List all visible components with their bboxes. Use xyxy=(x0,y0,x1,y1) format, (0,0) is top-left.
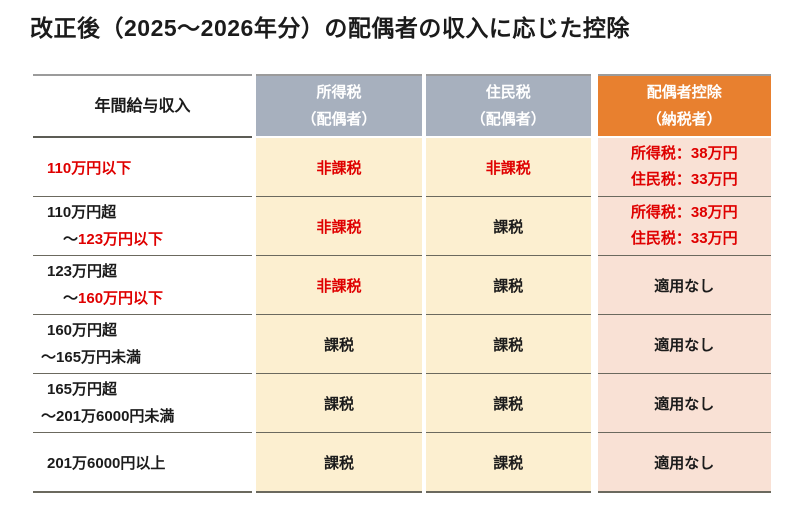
deduction-status: 適用なし xyxy=(654,336,715,354)
header-annual-income: 年間給与収入 xyxy=(33,75,254,138)
table-row: 165万円超 ～201万6000円未満 課税 課税 適用なし xyxy=(33,373,771,433)
table-row: 123万円超 ～160万円以下 非課税 課税 適用なし xyxy=(33,255,771,315)
table-row: 110万円超 ～123万円以下 非課税 課税 所得税：38万円 住民税：33万円 xyxy=(33,196,771,256)
deduction-cell: 所得税：38万円 住民税：33万円 xyxy=(590,137,771,197)
header-sublabel: （配偶者） xyxy=(301,111,377,128)
income-tax-status: 課税 xyxy=(323,336,354,354)
deduction-cell: 適用なし xyxy=(590,373,771,433)
income-range-line1: 160万円超 xyxy=(47,322,118,339)
income-range: 201万6000円以上 xyxy=(47,454,166,472)
income-range-cell: 201万6000円以上 xyxy=(33,432,254,492)
resident-tax-status: 課税 xyxy=(493,454,524,472)
resident-tax-status: 非課税 xyxy=(485,159,531,177)
income-range-line1: 110万円超 xyxy=(47,204,117,221)
income-tax-cell: 課税 xyxy=(252,432,424,492)
income-range-cell: 160万円超 ～165万円未満 xyxy=(33,314,254,374)
header-income-tax: 所得税 （配偶者） xyxy=(252,75,424,138)
income-tax-status: 課税 xyxy=(323,454,354,472)
tilde: ～ xyxy=(63,231,79,248)
tilde: ～ xyxy=(41,408,57,425)
header-resident-tax: 住民税 （配偶者） xyxy=(422,75,594,138)
income-range-upper: 165万円未満 xyxy=(56,349,142,366)
income-tax-cell: 課税 xyxy=(252,314,424,374)
resident-tax-status: 課税 xyxy=(493,395,524,413)
page-title: 改正後（2025～2026年分）の配偶者の収入に応じた控除 xyxy=(30,15,630,41)
income-tax-cell: 課税 xyxy=(252,373,424,433)
income-tax-cell: 非課税 xyxy=(252,196,424,256)
deduction-income-tax: 所得税：38万円 xyxy=(630,145,738,162)
income-range-cell: 110万円超 ～123万円以下 xyxy=(33,196,254,256)
deduction-cell: 所得税：38万円 住民税：33万円 xyxy=(590,196,771,256)
tilde: ～ xyxy=(41,349,57,366)
deduction-resident-tax: 住民税：33万円 xyxy=(630,230,738,247)
header-label: 年間給与収入 xyxy=(94,97,191,115)
deduction-status: 適用なし xyxy=(654,395,715,413)
income-range-upper: 201万6000円未満 xyxy=(56,408,175,425)
resident-tax-status: 課税 xyxy=(493,336,524,354)
income-tax-status: 課税 xyxy=(323,395,354,413)
deduction-income-tax: 所得税：38万円 xyxy=(630,204,738,221)
income-tax-status: 非課税 xyxy=(316,159,362,177)
header-label: 配偶者控除 xyxy=(646,84,722,101)
deduction-resident-tax: 住民税：33万円 xyxy=(630,171,738,188)
header-label: 所得税 xyxy=(316,84,362,101)
resident-tax-cell: 課税 xyxy=(422,314,594,374)
deduction-cell: 適用なし xyxy=(590,432,771,492)
income-range-line2: ～160万円以下 xyxy=(33,285,252,312)
income-tax-status: 非課税 xyxy=(316,277,362,295)
deduction-status: 適用なし xyxy=(654,277,715,295)
resident-tax-cell: 課税 xyxy=(422,255,594,315)
deduction-status: 適用なし xyxy=(654,454,715,472)
resident-tax-status: 課税 xyxy=(493,218,524,236)
income-range-line1: 123万円超 xyxy=(47,263,118,280)
income-range-line1: 165万円超 xyxy=(47,381,118,398)
resident-tax-cell: 非課税 xyxy=(422,137,594,197)
deduction-cell: 適用なし xyxy=(590,255,771,315)
income-range-cell: 110万円以下 xyxy=(33,137,254,197)
income-range-upper: 160万円以下 xyxy=(78,290,164,307)
table-row: 160万円超 ～165万円未満 課税 課税 適用なし xyxy=(33,314,771,374)
resident-tax-cell: 課税 xyxy=(422,373,594,433)
income-range-cell: 123万円超 ～160万円以下 xyxy=(33,255,254,315)
tilde: ～ xyxy=(63,290,79,307)
header-sublabel: （納税者） xyxy=(646,111,722,128)
income-tax-cell: 非課税 xyxy=(252,255,424,315)
table-row: 201万6000円以上 課税 課税 適用なし xyxy=(33,432,771,492)
resident-tax-cell: 課税 xyxy=(422,196,594,256)
income-range-upper: 123万円以下 xyxy=(78,231,164,248)
header-spouse-deduction: 配偶者控除 （納税者） xyxy=(590,75,771,138)
income-range-cell: 165万円超 ～201万6000円未満 xyxy=(33,373,254,433)
income-range: 110万円以下 xyxy=(47,159,132,177)
income-range-line2: ～123万円以下 xyxy=(33,226,252,253)
deduction-cell: 適用なし xyxy=(590,314,771,374)
income-tax-cell: 非課税 xyxy=(252,137,424,197)
income-range-line2: ～165万円未満 xyxy=(33,344,252,371)
table-row: 110万円以下 非課税 非課税 所得税：38万円 住民税：33万円 xyxy=(33,137,771,197)
income-tax-status: 非課税 xyxy=(316,218,362,236)
resident-tax-cell: 課税 xyxy=(422,432,594,492)
header-row: 年間給与収入 所得税 （配偶者） 住民税 （配偶者） 配偶者控除 （納税者） xyxy=(33,75,771,138)
resident-tax-status: 課税 xyxy=(493,277,524,295)
header-sublabel: （配偶者） xyxy=(470,111,546,128)
income-range-line2: ～201万6000円未満 xyxy=(33,403,252,430)
spouse-deduction-table: 年間給与収入 所得税 （配偶者） 住民税 （配偶者） 配偶者控除 （納税者） 1… xyxy=(33,74,771,493)
header-label: 住民税 xyxy=(485,84,531,101)
